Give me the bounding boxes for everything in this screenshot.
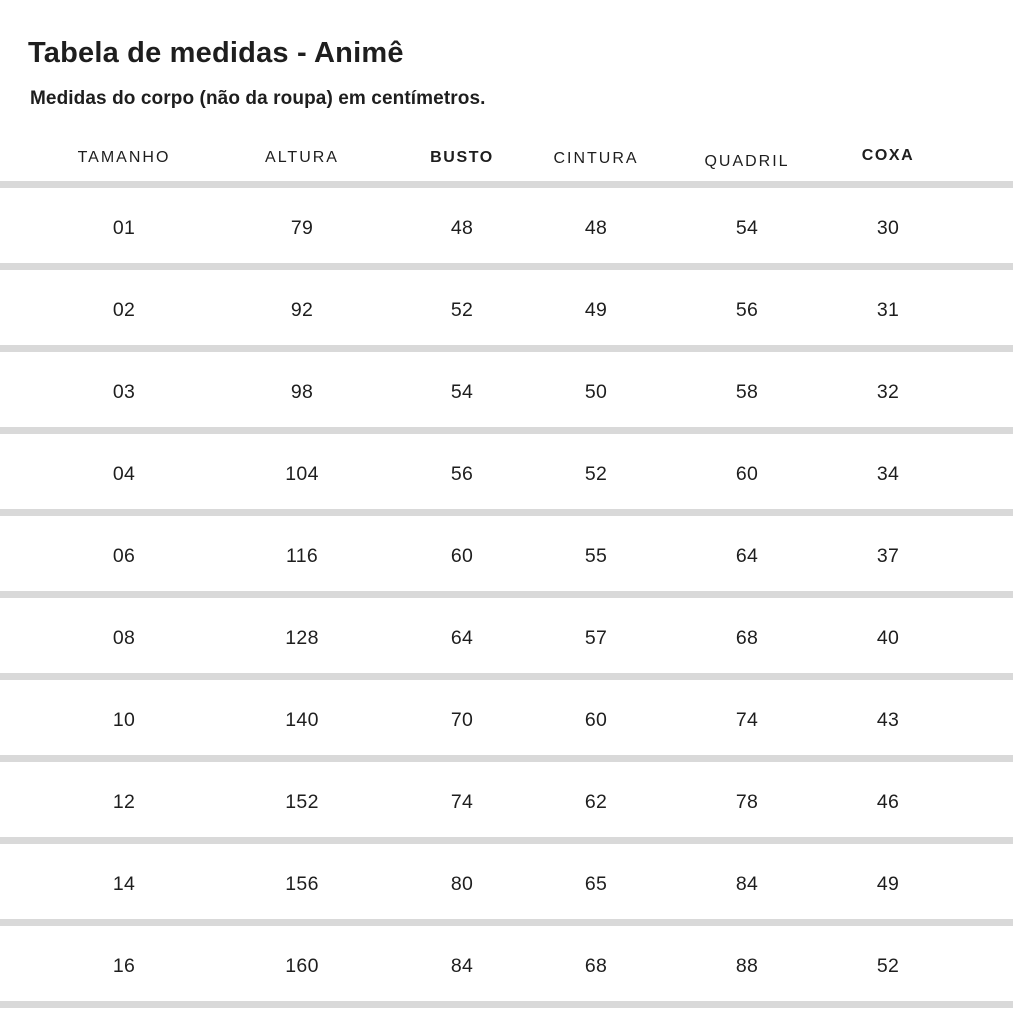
table-row: 16 160 84 68 88 52 (0, 926, 1013, 1001)
table-row: 12 152 74 62 78 46 (0, 762, 1013, 837)
row-divider (0, 181, 1013, 188)
cell-coxa: 37 (876, 544, 900, 567)
row-divider (0, 1001, 1013, 1008)
row-divider (0, 673, 1013, 680)
page-subtitle: Medidas do corpo (não da roupa) em centí… (30, 88, 486, 109)
cell-cintura: 49 (584, 298, 608, 321)
cell-altura: 104 (285, 462, 319, 485)
table-row: 04 104 56 52 60 34 (0, 434, 1013, 509)
column-header-altura: ALTURA (265, 149, 339, 166)
cell-cintura: 55 (584, 544, 608, 567)
cell-tamanho: 04 (112, 462, 136, 485)
cell-quadril: 58 (735, 380, 759, 403)
cell-cintura: 60 (584, 708, 608, 731)
cell-quadril: 74 (735, 708, 759, 731)
cell-tamanho: 16 (112, 954, 136, 977)
cell-busto: 56 (450, 462, 474, 485)
row-divider (0, 837, 1013, 844)
cell-tamanho: 03 (112, 380, 136, 403)
cell-cintura: 65 (584, 872, 608, 895)
cell-coxa: 34 (876, 462, 900, 485)
cell-altura: 98 (290, 380, 314, 403)
table-row: 01 79 48 48 54 30 (0, 188, 1013, 263)
cell-busto: 80 (450, 872, 474, 895)
cell-coxa: 52 (876, 954, 900, 977)
cell-busto: 48 (450, 216, 474, 239)
table-row: 03 98 54 50 58 32 (0, 352, 1013, 427)
cell-tamanho: 12 (112, 790, 136, 813)
cell-altura: 140 (285, 708, 319, 731)
cell-coxa: 43 (876, 708, 900, 731)
cell-busto: 64 (450, 626, 474, 649)
row-divider (0, 427, 1013, 434)
cell-altura: 160 (285, 954, 319, 977)
cell-quadril: 84 (735, 872, 759, 895)
column-header-cintura: CINTURA (553, 150, 639, 167)
row-divider (0, 509, 1013, 516)
cell-busto: 84 (450, 954, 474, 977)
cell-quadril: 60 (735, 462, 759, 485)
cell-busto: 74 (450, 790, 474, 813)
cell-cintura: 57 (584, 626, 608, 649)
cell-tamanho: 06 (112, 544, 136, 567)
cell-cintura: 52 (584, 462, 608, 485)
cell-altura: 79 (290, 216, 314, 239)
table-header-row: TAMANHO ALTURA BUSTO CINTURA QUADRIL COXA (0, 139, 1013, 177)
column-header-tamanho: TAMANHO (77, 149, 171, 166)
cell-altura: 128 (285, 626, 319, 649)
cell-altura: 156 (285, 872, 319, 895)
page-title: Tabela de medidas - Animê (28, 37, 404, 69)
table-row: 02 92 52 49 56 31 (0, 270, 1013, 345)
cell-coxa: 49 (876, 872, 900, 895)
cell-coxa: 40 (876, 626, 900, 649)
cell-coxa: 32 (876, 380, 900, 403)
row-divider (0, 345, 1013, 352)
cell-altura: 92 (290, 298, 314, 321)
cell-tamanho: 01 (112, 216, 136, 239)
row-divider (0, 263, 1013, 270)
cell-busto: 60 (450, 544, 474, 567)
column-header-quadril: QUADRIL (704, 153, 790, 170)
cell-quadril: 78 (735, 790, 759, 813)
cell-altura: 152 (285, 790, 319, 813)
table-row: 10 140 70 60 74 43 (0, 680, 1013, 755)
cell-tamanho: 08 (112, 626, 136, 649)
cell-coxa: 30 (876, 216, 900, 239)
cell-quadril: 68 (735, 626, 759, 649)
cell-cintura: 50 (584, 380, 608, 403)
cell-tamanho: 02 (112, 298, 136, 321)
cell-cintura: 48 (584, 216, 608, 239)
cell-busto: 52 (450, 298, 474, 321)
cell-tamanho: 14 (112, 872, 136, 895)
cell-cintura: 62 (584, 790, 608, 813)
row-divider (0, 919, 1013, 926)
cell-altura: 116 (286, 544, 318, 567)
cell-quadril: 88 (735, 954, 759, 977)
table-row: 08 128 64 57 68 40 (0, 598, 1013, 673)
table-row: 06 116 60 55 64 37 (0, 516, 1013, 591)
cell-quadril: 54 (735, 216, 759, 239)
cell-coxa: 31 (876, 298, 900, 321)
cell-busto: 70 (450, 708, 474, 731)
cell-cintura: 68 (584, 954, 608, 977)
cell-tamanho: 10 (112, 708, 136, 731)
cell-busto: 54 (450, 380, 474, 403)
measurements-table-body: 01 79 48 48 54 30 02 92 52 49 56 31 03 98 54 50 58 32 04 10… (0, 181, 1013, 1008)
cell-quadril: 64 (735, 544, 759, 567)
row-divider (0, 591, 1013, 598)
column-header-coxa: COXA (861, 147, 915, 164)
table-row: 14 156 80 65 84 49 (0, 844, 1013, 919)
column-header-busto: BUSTO (430, 149, 494, 166)
cell-coxa: 46 (876, 790, 900, 813)
row-divider (0, 755, 1013, 762)
cell-quadril: 56 (735, 298, 759, 321)
